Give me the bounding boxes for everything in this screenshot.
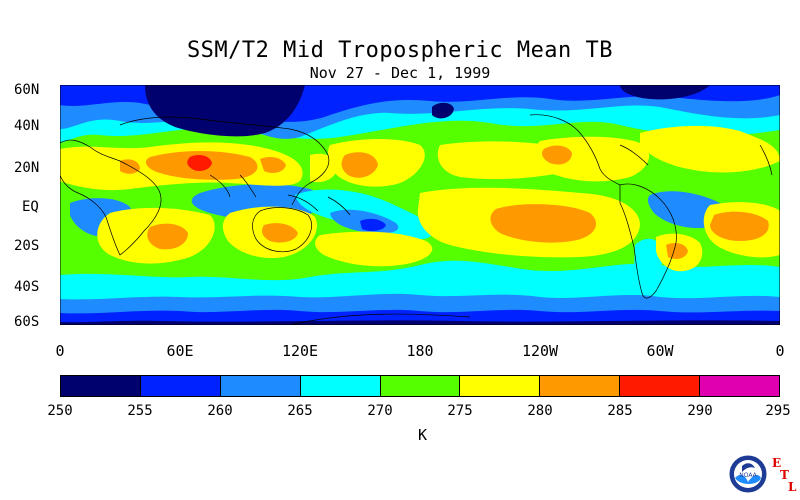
noaa-logo-icon: NOAA xyxy=(728,454,768,494)
colorbar-segment-250-255 xyxy=(61,376,141,396)
colorbar-label-270: 270 xyxy=(367,403,393,419)
colorbar-label-250: 250 xyxy=(47,403,73,419)
south-atlantic-orange xyxy=(710,211,769,241)
etl-lettering: E T L xyxy=(770,456,800,496)
coastlines xyxy=(60,114,773,325)
north-dark-east xyxy=(620,85,710,100)
map-title: SSM/T2 Mid Tropospheric Mean TB xyxy=(186,38,614,63)
lon-label-0: 0 xyxy=(55,342,65,360)
sahara-red xyxy=(187,155,212,171)
colorbar-segment-280-285 xyxy=(540,376,621,396)
lat-label-60s: 60S xyxy=(14,314,40,330)
south-america-orange xyxy=(666,243,688,259)
pacific-orange-north xyxy=(341,152,378,178)
lat-label-60n: 60N xyxy=(14,82,40,98)
etl-letter-e: E xyxy=(772,456,782,470)
south-dark-core xyxy=(60,320,780,325)
lat-label-40s: 40S xyxy=(14,279,40,295)
colorbar-segment-255-260 xyxy=(140,376,221,396)
south-indian-orange xyxy=(147,223,188,250)
lat-label-20s: 20S xyxy=(14,238,40,254)
north-dark-spot xyxy=(432,102,454,119)
colorbar-label-295: 295 xyxy=(765,403,791,419)
east-pacific-orange xyxy=(490,204,596,243)
central-asia-orange xyxy=(260,157,286,173)
atlantic-north-yellow xyxy=(640,125,780,173)
colorbar-label-280: 280 xyxy=(527,403,553,419)
maritime-continent-dark xyxy=(360,218,386,232)
colorbar-segment-270-275 xyxy=(380,376,461,396)
colorbar-segment-275-280 xyxy=(460,376,541,396)
lon-label-0-end: 0 xyxy=(775,342,785,360)
lat-label-20n: 20N xyxy=(14,160,40,176)
colorbar-segment-260-265 xyxy=(220,376,301,396)
etl-letter-l: L xyxy=(788,480,797,494)
colorbar-label-290: 290 xyxy=(687,403,713,419)
brightness-temperature-map xyxy=(60,85,780,325)
colorbar-segment-265-270 xyxy=(300,376,381,396)
lat-label-eq: EQ xyxy=(22,199,39,215)
north-dark-core xyxy=(145,85,305,137)
colorbar-label-255: 255 xyxy=(127,403,153,419)
map-subtitle: Nov 27 - Dec 1, 1999 xyxy=(309,64,491,82)
lon-label-120e: 120E xyxy=(281,342,319,360)
noaa-badge-text: NOAA xyxy=(739,472,757,479)
colorbar-segment-285-290 xyxy=(620,376,701,396)
lon-label-120w: 120W xyxy=(521,342,559,360)
south-america-cyan xyxy=(634,238,663,296)
caribbean-orange xyxy=(542,145,572,165)
colorbar-label-265: 265 xyxy=(287,403,313,419)
lon-label-60w: 60W xyxy=(646,342,674,360)
lat-label-40n: 40N xyxy=(14,118,40,134)
lon-label-60e: 60E xyxy=(166,342,194,360)
australia-orange xyxy=(262,223,298,243)
colorbar-label-275: 275 xyxy=(447,403,473,419)
lon-label-180: 180 xyxy=(406,342,434,360)
south-pacific-yellow xyxy=(315,231,433,267)
colorbar-label-260: 260 xyxy=(207,403,233,419)
colorbar-label-285: 285 xyxy=(607,403,633,419)
etl-letter-t: T xyxy=(780,468,789,482)
colorbar-segment-290-295 xyxy=(700,376,780,396)
colorbar-unit: K xyxy=(418,426,428,444)
colorbar xyxy=(60,375,780,397)
